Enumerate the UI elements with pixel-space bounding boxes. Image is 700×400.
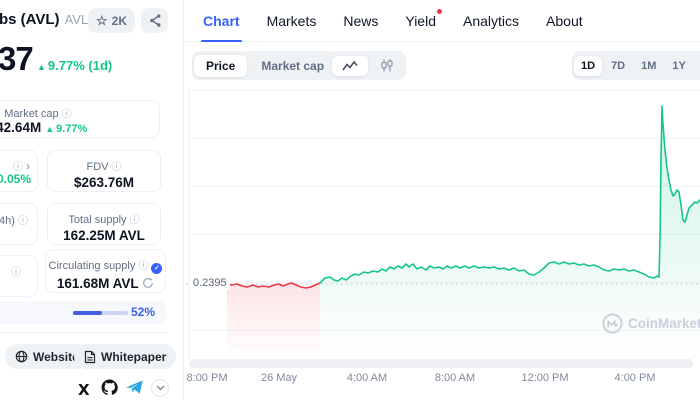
circulating-supply-card: Circulating supply ⓘ ✓ 161.68M AVL <box>45 249 166 293</box>
website-label: Website <box>33 349 79 364</box>
price-change: ▲ 9.77% (1d) <box>37 58 113 73</box>
range-selector: 1D 7D 1M 1Y All <box>572 51 700 80</box>
watchlist-count: 2K <box>111 13 127 28</box>
tab-markets[interactable]: Markets <box>266 12 317 29</box>
info-icon[interactable]: ⓘ <box>129 215 140 226</box>
range-7d-button[interactable]: 7D <box>611 59 626 72</box>
verified-badge-icon: ✓ <box>151 263 163 274</box>
coinmarketcap-logo-icon <box>602 313 623 334</box>
price-toggle-button[interactable]: Price <box>194 54 248 77</box>
chart-toolbar: Price Market cap 1D 7D 1M 1Y <box>184 45 700 85</box>
tab-about[interactable]: About <box>546 12 583 29</box>
vol-mkt-cap-card: 4h) ⓘ <box>0 203 38 245</box>
x-axis-tick: 4:00 AM <box>346 372 388 384</box>
x-axis-tick: 12:00 PM <box>521 372 569 384</box>
range-1d-button[interactable]: 1D <box>574 55 603 76</box>
share-icon <box>149 14 161 27</box>
info-icon[interactable]: ⓘ <box>111 162 122 173</box>
tab-yield[interactable]: Yield <box>405 0 442 42</box>
price-area-down <box>227 283 320 358</box>
divider <box>0 332 167 333</box>
up-arrow-icon: ▲ <box>45 124 55 134</box>
x-twitter-icon[interactable]: X <box>78 381 90 399</box>
range-1y-button[interactable]: 1Y <box>672 59 686 72</box>
price-chart-area: 0.2395 CoinMarketCap 8:00 PM 26 May 4:00… <box>184 88 700 400</box>
total-supply-label: Total supply ⓘ <box>68 214 140 226</box>
info-icon[interactable]: ⓘ <box>138 261 149 272</box>
x-axis-tick: 26 May <box>260 372 298 384</box>
market-cap-label: Market cap ⓘ <box>4 108 72 120</box>
whitepaper-label: Whitepaper <box>101 349 167 364</box>
coinmarketcap-watermark: CoinMarketCap <box>602 313 700 334</box>
document-icon <box>84 350 96 363</box>
supply-progress-percent: 52% <box>131 305 156 319</box>
section-tabs: Chart Markets News Yield Analytics About <box>184 0 700 42</box>
market-cap-value: $42.64M▲9.77% <box>0 120 88 135</box>
line-chart-button[interactable] <box>332 55 368 76</box>
metric-toggle: Price Market cap <box>192 51 339 80</box>
tab-analytics[interactable]: Analytics <box>463 12 520 29</box>
chart-scrollbar[interactable] <box>189 359 693 368</box>
vol-mkt-cap-label: 4h) ⓘ <box>0 215 28 227</box>
coin-name: bs (AVL) <box>0 11 60 28</box>
coin-sidebar: bs (AVL) AVL ☆ 2K 37 ▲ 9.77% (1d) Market c… <box>0 0 184 400</box>
fdv-value: $263.76M <box>73 175 135 190</box>
line-chart-icon <box>342 60 358 70</box>
circulating-supply-label: Circulating supply ⓘ ✓ <box>46 257 165 274</box>
fdv-label: FDV ⓘ <box>86 161 122 173</box>
price-line-up <box>319 105 700 284</box>
info-icon[interactable]: ⓘ <box>11 267 21 278</box>
market-cap-card: Market cap ⓘ $42.64M▲9.77% <box>0 100 160 138</box>
up-arrow-icon: ▲ <box>37 62 46 72</box>
coin-price: 37 <box>0 40 34 77</box>
supply-progress-row: 52% <box>0 301 166 324</box>
globe-icon <box>15 350 28 363</box>
x-axis-tick: 8:00 AM <box>434 372 476 384</box>
supply-progress-bar <box>73 311 128 315</box>
candlestick-icon <box>381 59 393 72</box>
x-axis-tick: 4:00 PM <box>614 372 656 384</box>
circulating-supply-value: 161.68M AVL <box>46 276 165 291</box>
github-icon[interactable] <box>101 379 118 396</box>
whitepaper-button[interactable]: Whitepaper <box>74 344 177 369</box>
watchlist-button[interactable]: ☆ 2K <box>88 8 135 33</box>
total-supply-value: 162.25M AVL <box>63 228 145 243</box>
coin-symbol: AVL <box>64 12 89 27</box>
price-line-down <box>226 282 321 289</box>
tab-chart[interactable]: Chart <box>201 0 242 42</box>
supply-progress-fill <box>73 311 102 315</box>
info-icon[interactable]: ⓘ <box>17 216 28 227</box>
chevron-right-icon: › <box>26 159 30 173</box>
x-axis-tick: 8:00 PM <box>186 372 228 384</box>
chevron-down-icon[interactable] <box>151 379 169 397</box>
candle-chart-button[interactable] <box>370 55 404 76</box>
range-1m-button[interactable]: 1M <box>641 59 657 72</box>
star-icon: ☆ <box>96 13 108 28</box>
price-area-up <box>320 106 700 358</box>
volume-label-icons[interactable]: ⓘ › <box>13 159 30 173</box>
price-chart[interactable] <box>184 88 700 358</box>
refresh-icon[interactable] <box>142 277 154 289</box>
volume-change: 0.05% <box>0 172 32 186</box>
info-icon[interactable]: ⓘ <box>61 109 72 120</box>
chart-type-toggle <box>330 51 406 80</box>
range-all-button[interactable]: All <box>695 56 700 76</box>
share-button[interactable] <box>141 8 168 33</box>
fdv-card: FDV ⓘ $263.76M <box>47 150 161 192</box>
main-panel: Chart Markets News Yield Analytics About… <box>184 0 700 400</box>
market-cap-toggle-button[interactable]: Market cap <box>261 58 325 73</box>
watermark-text: CoinMarketCap <box>628 316 700 331</box>
total-supply-card: Total supply ⓘ 162.25M AVL <box>47 203 161 245</box>
coin-header: bs (AVL) AVL <box>0 11 88 29</box>
volume-card: ⓘ › 0.05% <box>0 150 38 192</box>
telegram-icon[interactable] <box>125 379 144 395</box>
tab-news[interactable]: News <box>343 12 379 29</box>
max-supply-card: ⓘ <box>0 255 38 297</box>
notification-dot <box>437 8 442 14</box>
previous-close-label: 0.2395 <box>190 277 230 289</box>
